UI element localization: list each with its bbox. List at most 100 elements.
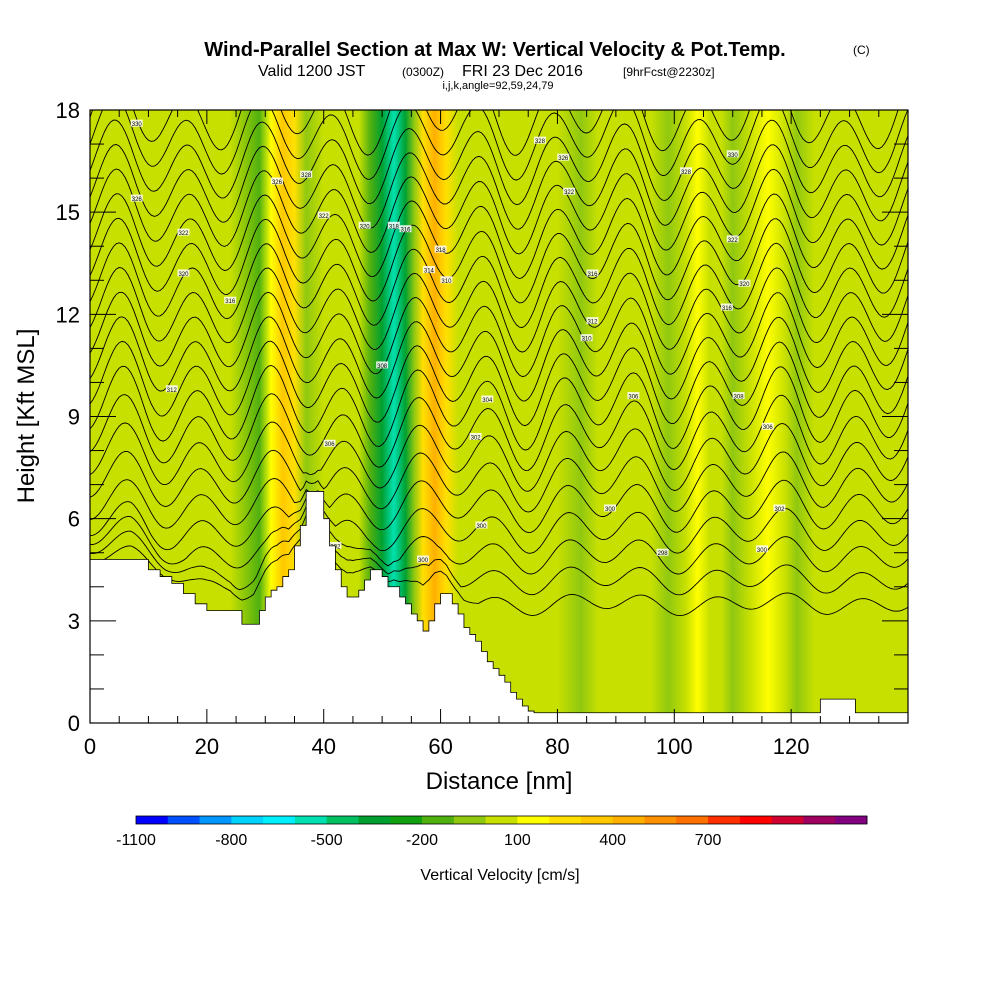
contour-label-box xyxy=(224,296,237,304)
contour-label-box xyxy=(580,334,593,342)
contour-label: 302 xyxy=(471,435,482,441)
colorbar-swatch xyxy=(453,816,487,824)
contour-label: 316 xyxy=(722,306,733,312)
theta-contour xyxy=(90,449,908,513)
x-axis-label: Distance [nm] xyxy=(426,768,573,795)
chart-title-mark: (C) xyxy=(853,43,870,57)
contour-label: 330 xyxy=(132,122,143,128)
contour-label: 318 xyxy=(389,224,400,230)
contour-label-box xyxy=(317,211,330,219)
contour-label: 300 xyxy=(605,507,616,513)
contour-label-box xyxy=(726,150,739,158)
contour-label: 302 xyxy=(774,507,785,513)
x-tick-label: 40 xyxy=(311,734,335,759)
theta-contour xyxy=(90,523,908,617)
x-tick-label: 80 xyxy=(545,734,569,759)
x-tick-label: 0 xyxy=(84,734,96,759)
contour-label: 300 xyxy=(757,548,768,554)
contour-label: 328 xyxy=(301,173,312,179)
x-tick-label: 20 xyxy=(195,734,219,759)
y-tick-label: 6 xyxy=(68,507,80,532)
colorbar-swatch xyxy=(517,816,550,824)
contour-label: 312 xyxy=(587,320,598,326)
contour-label-box xyxy=(376,361,389,369)
contour-label-box xyxy=(440,276,453,284)
contour-label: 310 xyxy=(582,337,593,343)
contour-label-box xyxy=(177,228,190,236)
contour-label-box xyxy=(755,545,768,553)
colorbar-swatch xyxy=(771,816,804,824)
contour-label-box xyxy=(323,439,336,447)
y-tick-label: 9 xyxy=(68,405,80,430)
contour-label: 318 xyxy=(436,248,447,254)
colorbar-swatch xyxy=(485,816,518,824)
colorbar-swatch xyxy=(676,816,709,824)
contour-label-box xyxy=(586,317,599,325)
contour-label-box xyxy=(627,392,640,400)
contour-label: 326 xyxy=(132,197,143,203)
colorbar-swatch xyxy=(803,816,836,824)
contour-label-box xyxy=(604,504,617,512)
contour-label: 320 xyxy=(739,282,750,288)
contour-label: 320 xyxy=(360,224,371,230)
contour-label: 306 xyxy=(325,442,336,448)
theta-contour xyxy=(90,514,908,596)
colorbar-frame xyxy=(135,815,868,825)
contour-label: 316 xyxy=(225,299,236,305)
colorbar-tick-label: 700 xyxy=(695,832,722,849)
contour-label: 308 xyxy=(734,395,745,401)
contour-label: 326 xyxy=(272,180,283,186)
theta-contour xyxy=(90,393,908,472)
contour-label-box xyxy=(586,269,599,277)
contour-label: 312 xyxy=(167,388,178,394)
colorbar-tick-label: -800 xyxy=(215,832,247,849)
contour-label-box xyxy=(761,422,774,430)
colorbar-swatch xyxy=(644,816,677,824)
theta-contour xyxy=(90,119,908,206)
y-tick-label: 12 xyxy=(56,302,80,327)
contour-label: 322 xyxy=(178,231,189,237)
contour-label: 306 xyxy=(628,395,639,401)
y-axis: 0 3 6 9 12 15 18 xyxy=(56,98,908,736)
colorbar-swatch xyxy=(708,816,741,824)
contour-label: 298 xyxy=(658,551,669,557)
colorbar-tick-label: -1100 xyxy=(116,832,156,849)
theta-contour xyxy=(90,316,908,402)
contour-label: 322 xyxy=(319,214,330,220)
contour-label: 314 xyxy=(424,269,435,275)
contour-label-box xyxy=(387,221,400,229)
colorbar-swatch xyxy=(390,816,423,824)
colorbar-tick-labels: -1100 -800 -500 -200 100 400 700 xyxy=(116,832,721,849)
potential-temperature-contours xyxy=(90,110,908,617)
contour-label-box xyxy=(475,521,488,529)
y-tick-label: 18 xyxy=(56,98,80,123)
contour-label-box xyxy=(481,395,494,403)
contour-label-box xyxy=(130,119,143,127)
x-axis: 0 20 40 60 80 100 120 xyxy=(84,110,909,759)
theta-contour xyxy=(90,110,899,156)
chart-subtitle: Valid 1200 JST (0300Z) FRI 23 Dec 2016 [… xyxy=(258,63,715,80)
contour-label: 322 xyxy=(564,190,575,196)
contour-label-box xyxy=(720,303,733,311)
theta-contour xyxy=(90,478,908,534)
y-tick-label: 0 xyxy=(68,711,80,736)
contour-label-box xyxy=(533,136,546,144)
subtitle-forecast: [9hrFcst@2230z] xyxy=(623,65,715,79)
theta-contour xyxy=(90,421,908,492)
contour-label-box xyxy=(300,170,313,178)
colorbar-swatch xyxy=(739,816,773,824)
x-tick-label: 100 xyxy=(656,734,693,759)
contour-label-box xyxy=(358,221,371,229)
x-tick-label: 120 xyxy=(773,734,810,759)
contour-label: 322 xyxy=(728,238,739,244)
colorbar-swatch xyxy=(422,816,455,824)
contour-label: 328 xyxy=(535,139,546,145)
x-tick-label: 60 xyxy=(428,734,452,759)
theta-contour xyxy=(90,242,908,328)
contour-label-box xyxy=(177,269,190,277)
contour-label: 316 xyxy=(401,228,412,234)
contour-label: 308 xyxy=(377,364,388,370)
colorbar xyxy=(135,815,868,825)
theta-contour xyxy=(90,365,908,451)
